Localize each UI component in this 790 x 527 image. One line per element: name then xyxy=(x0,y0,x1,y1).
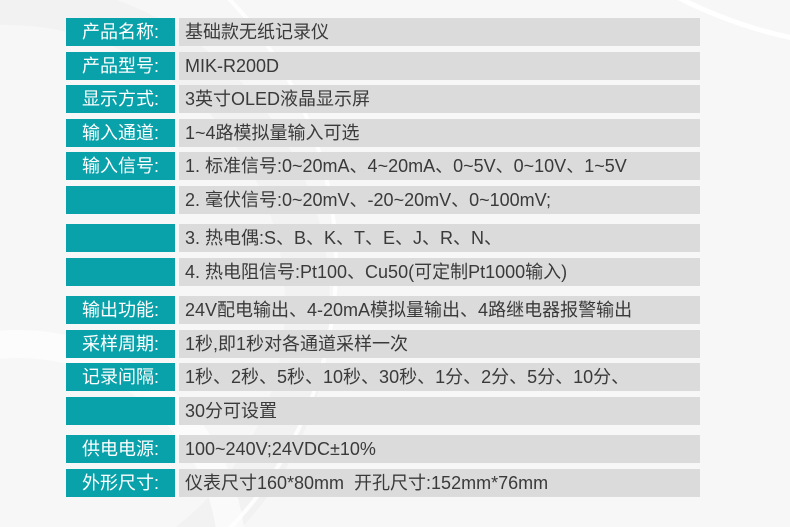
spec-row-value: 1秒,即1秒对各通道采样一次 xyxy=(179,329,700,358)
spec-row: 输入通道: 1~4路模拟量输入可选 xyxy=(66,118,700,147)
spec-row-value: 3. 热电偶:S、B、K、T、E、J、R、N、 xyxy=(179,224,700,252)
spec-row-label: 输出功能: xyxy=(66,296,175,324)
spec-row: 记录间隔: 1秒、2秒、5秒、10秒、30秒、1分、2分、5分、10分、 xyxy=(66,363,700,391)
spec-row-label: 输入通道: xyxy=(66,118,175,147)
spec-row-value: MIK-R200D xyxy=(179,51,700,80)
spec-row: 2. 毫伏信号:0~20mV、-20~20mV、0~100mV; xyxy=(66,185,700,214)
spec-row: 外形尺寸: 仪表尺寸160*80mm 开孔尺寸:152mm*76mm xyxy=(66,468,700,497)
spec-row-label: 产品型号: xyxy=(66,51,175,80)
spec-row-value: 30分可设置 xyxy=(179,396,700,425)
spec-row: 4. 热电阻信号:Pt100、Cu50(可定制Pt1000输入) xyxy=(66,257,700,286)
spec-row: 输入信号: 1. 标准信号:0~20mA、4~20mA、0~5V、0~10V、1… xyxy=(66,152,700,180)
spec-row-label: 显示方式: xyxy=(66,85,175,113)
spec-table: 产品名称: 基础款无纸记录仪 产品型号: MIK-R200D 显示方式: 3英寸… xyxy=(66,18,700,497)
spec-row: 供电电源: 100~240V;24VDC±10% xyxy=(66,435,700,463)
spec-row-value: 100~240V;24VDC±10% xyxy=(179,435,700,463)
spec-row: 3. 热电偶:S、B、K、T、E、J、R、N、 xyxy=(66,224,700,252)
spec-row-label: 外形尺寸: xyxy=(66,468,175,497)
spec-row-value: 24V配电输出、4-20mA模拟量输出、4路继电器报警输出 xyxy=(179,296,700,324)
spec-row: 显示方式: 3英寸OLED液晶显示屏 xyxy=(66,85,700,113)
spec-row-label: 产品名称: xyxy=(66,18,175,46)
spec-row-label: 采样周期: xyxy=(66,329,175,358)
spec-row-value: 1~4路模拟量输入可选 xyxy=(179,118,700,147)
spec-row: 输出功能: 24V配电输出、4-20mA模拟量输出、4路继电器报警输出 xyxy=(66,296,700,324)
spec-row-value: 1. 标准信号:0~20mA、4~20mA、0~5V、0~10V、1~5V xyxy=(179,152,700,180)
spec-row-label xyxy=(66,224,175,252)
spec-row-value: 基础款无纸记录仪 xyxy=(179,18,700,46)
spec-row: 产品名称: 基础款无纸记录仪 xyxy=(66,18,700,46)
spec-row-label xyxy=(66,257,175,286)
spec-row-value: 2. 毫伏信号:0~20mV、-20~20mV、0~100mV; xyxy=(179,185,700,214)
spec-row-label: 输入信号: xyxy=(66,152,175,180)
spec-row-value: 3英寸OLED液晶显示屏 xyxy=(179,85,700,113)
spec-row-label: 记录间隔: xyxy=(66,363,175,391)
spec-row: 采样周期: 1秒,即1秒对各通道采样一次 xyxy=(66,329,700,358)
spec-row-value: 仪表尺寸160*80mm 开孔尺寸:152mm*76mm xyxy=(179,468,700,497)
spec-row-label xyxy=(66,396,175,425)
spec-row-label xyxy=(66,185,175,214)
spec-row: 产品型号: MIK-R200D xyxy=(66,51,700,80)
spec-row: 30分可设置 xyxy=(66,396,700,425)
spec-row-label: 供电电源: xyxy=(66,435,175,463)
spec-row-value: 1秒、2秒、5秒、10秒、30秒、1分、2分、5分、10分、 xyxy=(179,363,700,391)
spec-row-value: 4. 热电阻信号:Pt100、Cu50(可定制Pt1000输入) xyxy=(179,257,700,286)
